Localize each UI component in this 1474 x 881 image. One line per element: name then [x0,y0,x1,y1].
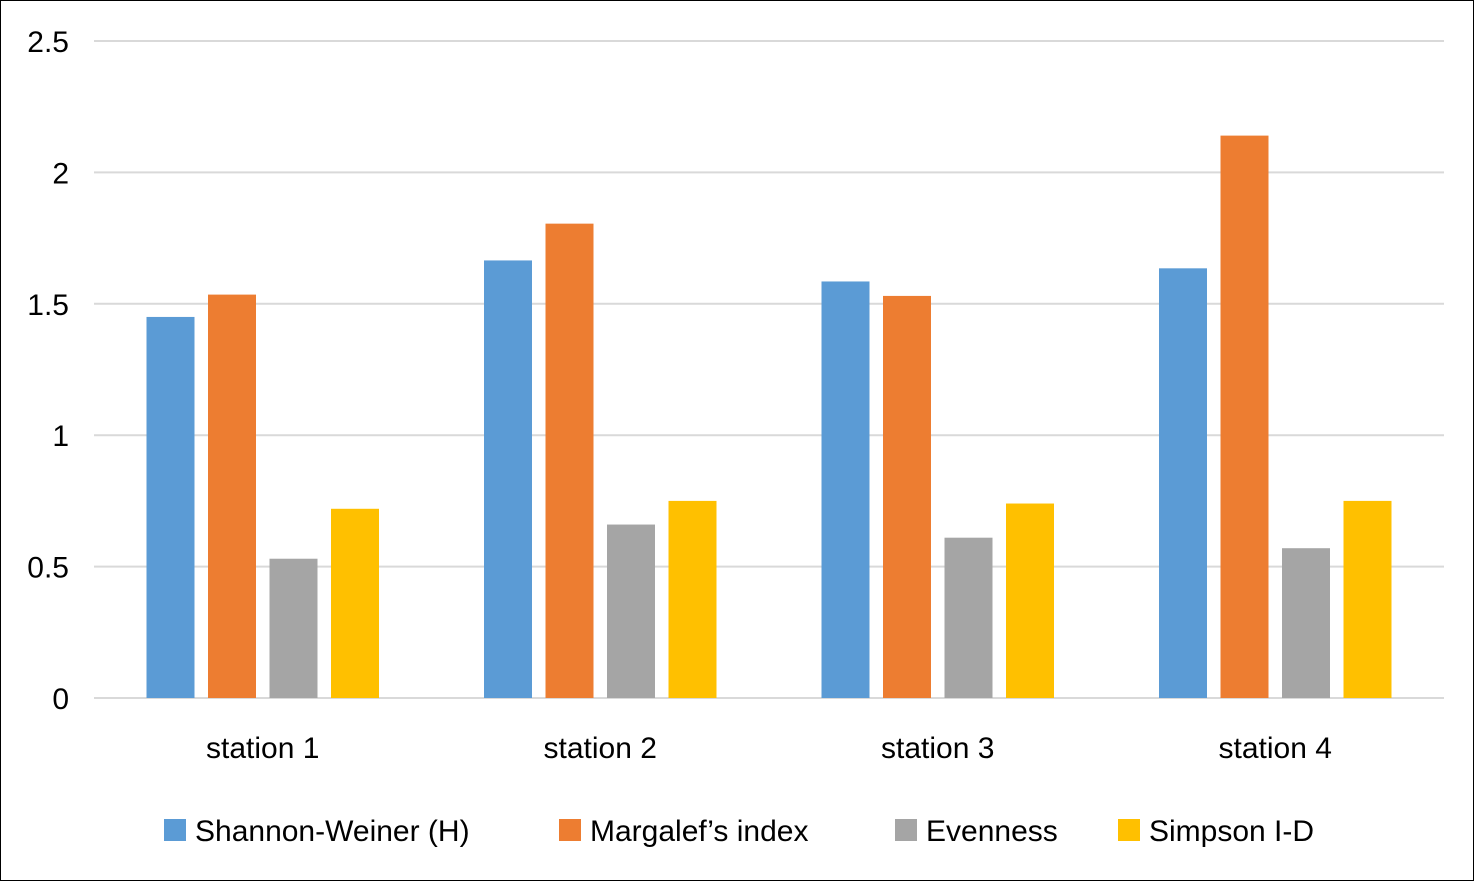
legend-swatch-1 [164,819,186,841]
x-tick-label: station 4 [1219,732,1332,765]
bar-1-2 [208,294,256,698]
bar-3-2 [883,295,931,698]
y-tick-label: 1 [52,420,69,453]
legend-label-1: Shannon-Weiner (H) [195,815,470,848]
y-tick-label: 0.5 [27,552,69,585]
bar-2-1 [484,260,532,698]
legend-label-2: Margalef’s index [590,815,808,848]
y-tick-label: 2.5 [27,26,69,59]
legend: Shannon-Weiner (H) Margalef’s index Evenne… [164,815,1314,848]
bar-2-4 [668,500,717,698]
y-axis-tick-labels: 0 0.5 1 1.5 2 2.5 [27,26,69,716]
y-tick-label: 0 [52,683,69,716]
x-axis-category-labels: station 1 station 2 station 3 station 4 [206,732,1332,765]
legend-label-3: Evenness [926,815,1058,848]
y-tick-label: 1.5 [27,289,69,322]
legend-swatch-4 [1118,819,1140,841]
bar-4-1 [1159,268,1207,698]
x-tick-label: station 2 [544,732,657,765]
bar-1-1 [146,316,195,698]
bar-4-4 [1343,500,1392,698]
legend-swatch-3 [895,819,917,841]
legend-label-4: Simpson I-D [1149,815,1314,848]
bar-3-1 [821,281,870,698]
bar-4-2 [1220,135,1269,698]
y-tick-label: 2 [52,157,69,190]
x-tick-label: station 1 [206,732,319,765]
bar-1-4 [331,508,379,698]
bar-4-3 [1282,548,1330,698]
x-tick-label: station 3 [881,732,994,765]
bar-2-2 [545,223,594,698]
gridlines [94,40,1444,699]
bars [146,135,1392,698]
bar-1-3 [269,558,318,698]
legend-swatch-2 [559,819,581,841]
bar-3-3 [944,537,993,698]
bar-3-4 [1006,503,1054,698]
bar-2-3 [607,524,655,698]
